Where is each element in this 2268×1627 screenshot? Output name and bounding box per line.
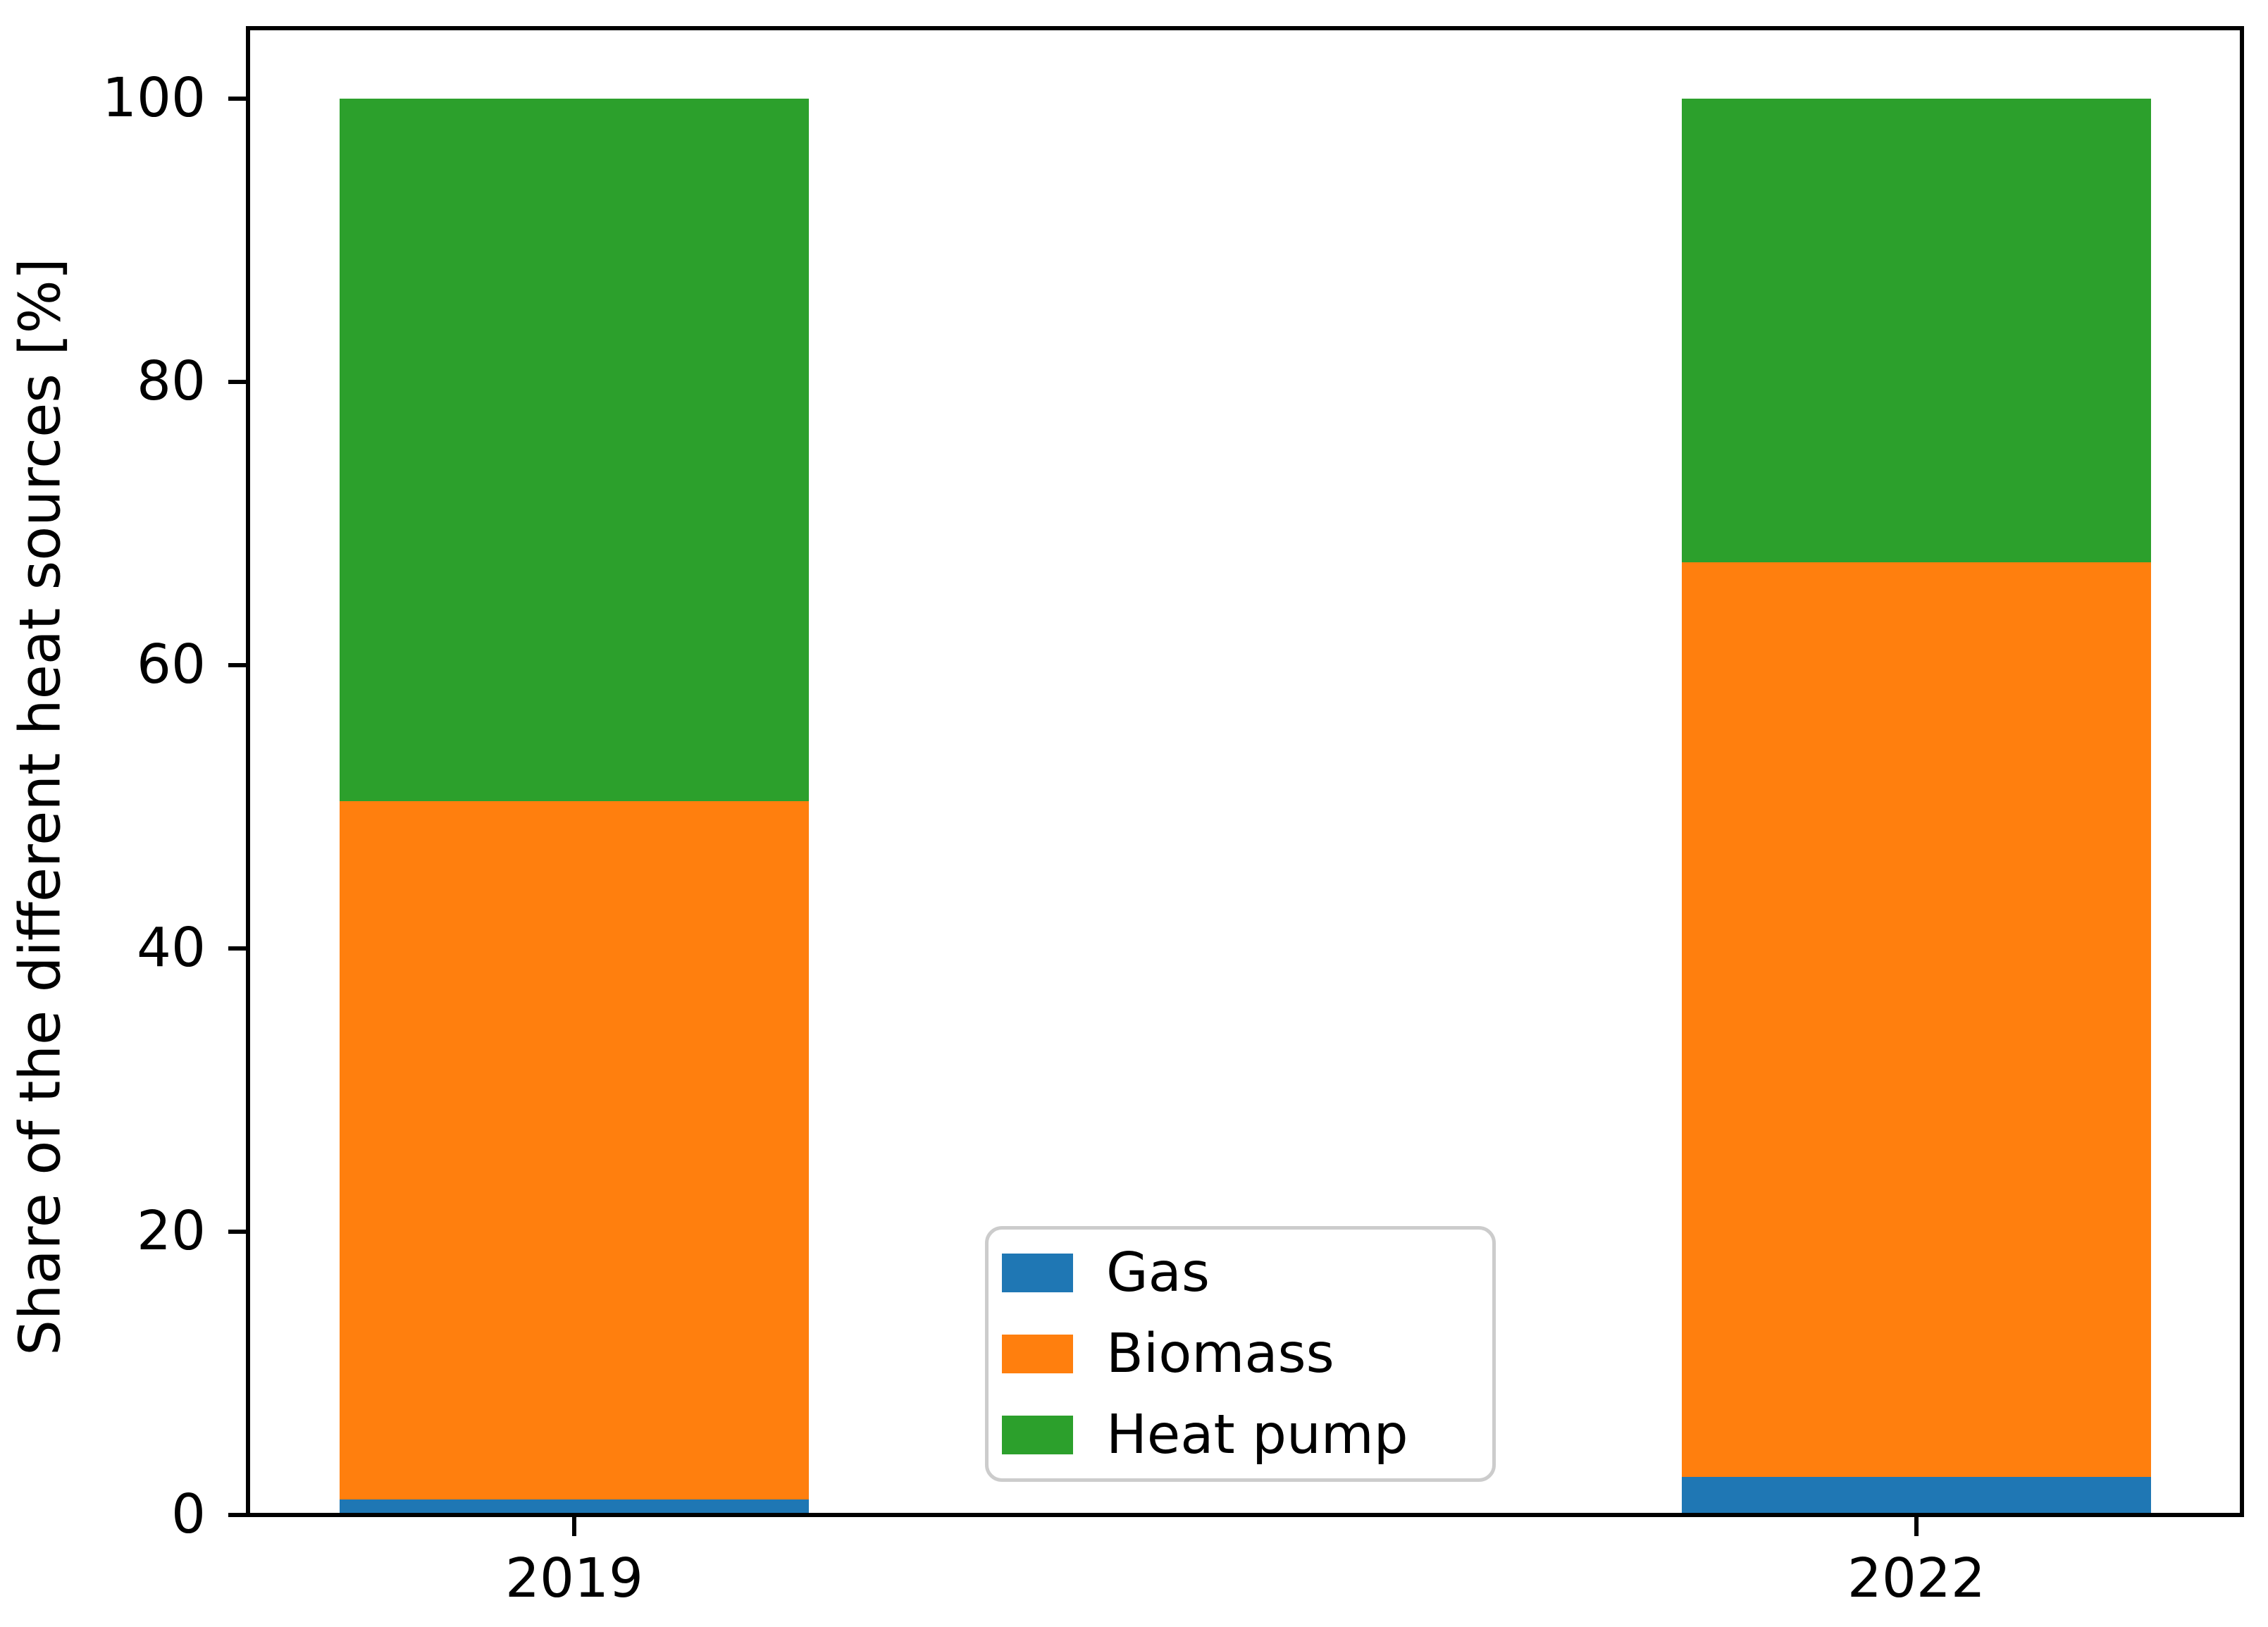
legend-item-gas: Gas: [989, 1232, 1492, 1313]
x-tick: [1914, 1515, 1919, 1536]
y-tick: [228, 663, 248, 668]
y-tick: [228, 946, 248, 951]
y-tick-label-40: 40: [137, 917, 206, 980]
y-tick-label-20: 20: [137, 1200, 206, 1263]
legend-swatch-biomass: [1002, 1335, 1073, 1373]
legend-swatch-heat-pump: [1002, 1416, 1073, 1454]
y-tick: [228, 1513, 248, 1517]
bar-segment-gas-2019: [340, 1499, 809, 1515]
bar-segment-gas-2022: [1681, 1476, 2151, 1515]
bar-segment-biomass-2019: [340, 801, 809, 1499]
legend-swatch-gas: [1002, 1254, 1073, 1292]
bar-segment-heat-pump-2022: [1681, 99, 2151, 562]
y-tick-label-0: 0: [171, 1483, 206, 1546]
bar-segment-biomass-2022: [1681, 562, 2151, 1477]
legend: Gas Biomass Heat pump: [985, 1226, 1496, 1482]
x-tick-label-2022: 2022: [1847, 1547, 1985, 1610]
legend-item-heat-pump: Heat pump: [989, 1394, 1492, 1476]
y-tick: [228, 1230, 248, 1235]
x-tick-label-2019: 2019: [505, 1547, 643, 1610]
y-tick: [228, 97, 248, 101]
legend-label-biomass: Biomass: [1106, 1322, 1334, 1385]
y-axis-label: Share of the different heat sources [%]: [7, 258, 73, 1356]
y-tick-label-80: 80: [137, 350, 206, 414]
x-tick: [571, 1515, 576, 1536]
bar-segment-heat-pump-2019: [340, 99, 809, 802]
y-tick-label-100: 100: [102, 67, 206, 130]
legend-item-biomass: Biomass: [989, 1313, 1492, 1394]
y-tick: [228, 380, 248, 385]
legend-label-heat-pump: Heat pump: [1106, 1403, 1408, 1466]
y-tick-label-60: 60: [137, 633, 206, 697]
legend-label-gas: Gas: [1106, 1241, 1210, 1304]
